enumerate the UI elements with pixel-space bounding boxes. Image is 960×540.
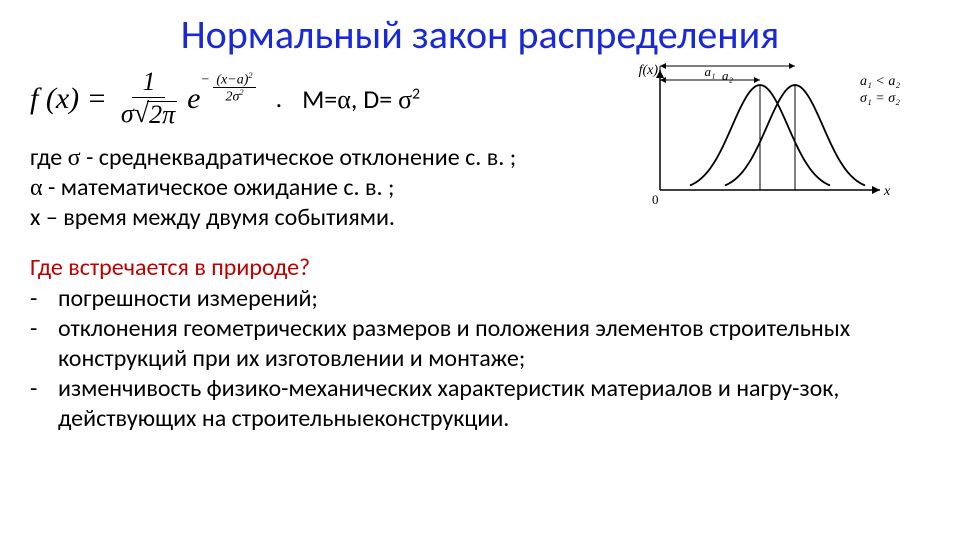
e-symbol: e: [187, 82, 200, 116]
def1-pre: где: [30, 143, 68, 172]
bullet-item: - погрешности измерений;: [30, 284, 930, 314]
svg-text:a₁ < a₂: a₁ < a₂: [860, 74, 900, 89]
frac-denominator: σ √ 2π: [121, 98, 177, 128]
exp-fraction: (x−a)2 2σ2: [213, 72, 255, 105]
bullet-text: изменчивость физико-механических характе…: [58, 374, 930, 434]
moment-sigma: σ: [398, 85, 412, 114]
def1-post: - среднеквадратическое отклонение с. в. …: [81, 143, 517, 172]
frac-numerator: 1: [132, 69, 165, 98]
exponent: − (x−a)2 2σ2: [200, 72, 255, 105]
question-text: Где встречается в природе?: [30, 253, 930, 282]
bullet-dash: -: [30, 284, 58, 314]
formula-dot: .: [276, 84, 283, 114]
sigma-symbol: σ: [121, 101, 134, 127]
moment-alpha: α: [337, 85, 351, 114]
bullet-text: погрешности измерений;: [58, 284, 930, 314]
page-title: Нормальный закон распределения: [30, 10, 930, 59]
formula-fraction: 1 σ √ 2π: [121, 69, 177, 128]
exp-num-base: (x−a): [216, 72, 248, 87]
bullet-list: - погрешности измерений; - отклонения ге…: [30, 284, 930, 434]
bullet-text: отклонения геометрических размеров и пол…: [58, 314, 930, 374]
def2-post: - математическое ожидание с. в. ;: [43, 173, 395, 202]
moment-M: M=: [302, 83, 337, 115]
def2-sym: α: [30, 175, 43, 201]
exp-den-sup: 2: [239, 88, 243, 97]
moment-sup2: 2: [412, 84, 420, 103]
bullet-dash: -: [30, 374, 58, 434]
moments-text: M=α, D= σ2: [302, 83, 420, 115]
exp-num-sup: 2: [248, 71, 252, 80]
svg-text:0: 0: [652, 192, 659, 207]
svg-text:σ₁ = σ₂: σ₁ = σ₂: [860, 91, 900, 106]
exp-block: e − (x−a)2 2σ2: [187, 82, 255, 116]
exp-num: (x−a)2: [213, 72, 255, 89]
formula-lhs: f (x) =: [30, 82, 107, 116]
bullet-dash: -: [30, 314, 58, 374]
exp-sign: −: [200, 72, 209, 87]
def1-sym: σ: [68, 145, 81, 171]
bullet-item: - изменчивость физико-механических харак…: [30, 374, 930, 434]
svg-text:x: x: [883, 184, 891, 199]
sqrt-arg: 2π: [147, 101, 177, 128]
svg-text:a₂: a₂: [722, 68, 734, 83]
bullet-item: - отклонения геометрических размеров и п…: [30, 314, 930, 374]
normal-distribution-diagram: f(x)x0a₁a₂a₁ < a₂σ₁ = σ₂: [630, 60, 930, 220]
pdf-formula: f (x) = 1 σ √ 2π e − (x−a)2 2σ2: [30, 69, 420, 128]
exp-den-base: 2σ: [225, 90, 239, 105]
exp-den: 2σ2: [225, 88, 243, 105]
svg-text:f(x): f(x): [639, 63, 659, 78]
moment-comma: , D=: [351, 83, 398, 115]
